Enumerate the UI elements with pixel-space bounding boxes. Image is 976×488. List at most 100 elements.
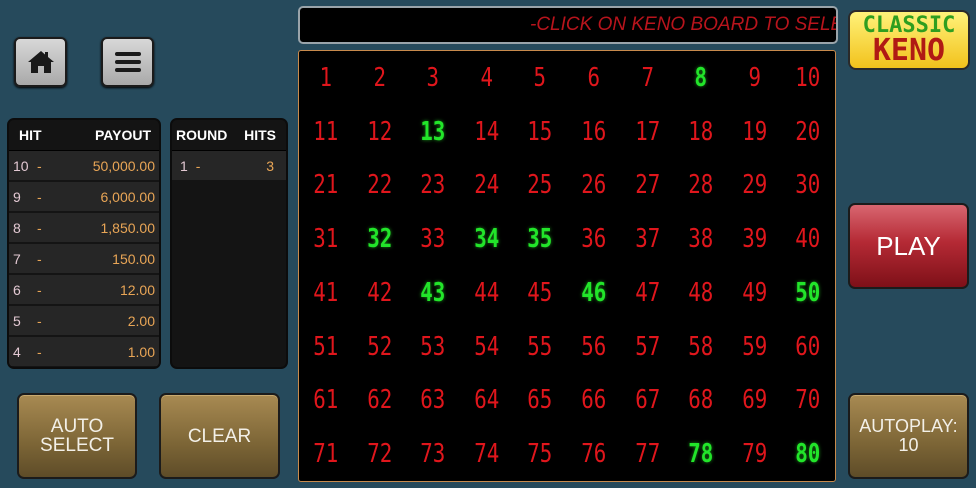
keno-number-24[interactable]: 24 <box>474 170 500 201</box>
keno-number-60[interactable]: 60 <box>795 331 821 362</box>
keno-number-65[interactable]: 65 <box>527 385 553 416</box>
keno-number-55[interactable]: 55 <box>527 331 553 362</box>
keno-number-59[interactable]: 59 <box>742 331 768 362</box>
keno-number-71[interactable]: 71 <box>313 439 339 470</box>
keno-number-51[interactable]: 51 <box>313 331 339 362</box>
keno-number-16[interactable]: 16 <box>581 116 607 147</box>
keno-number-80[interactable]: 80 <box>795 439 821 470</box>
keno-number-62[interactable]: 62 <box>366 385 392 416</box>
keno-number-52[interactable]: 52 <box>366 331 392 362</box>
keno-number-75[interactable]: 75 <box>527 439 553 470</box>
keno-number-30[interactable]: 30 <box>795 170 821 201</box>
keno-number-1[interactable]: 1 <box>319 62 333 93</box>
keno-number-6[interactable]: 6 <box>587 62 601 93</box>
keno-number-69[interactable]: 69 <box>742 385 768 416</box>
keno-number-44[interactable]: 44 <box>474 277 500 308</box>
keno-number-76[interactable]: 76 <box>581 439 607 470</box>
keno-number-31[interactable]: 31 <box>313 224 339 255</box>
keno-number-21[interactable]: 21 <box>313 170 339 201</box>
payout-value: 50,000.00 <box>92 157 155 174</box>
keno-number-20[interactable]: 20 <box>795 116 821 147</box>
keno-number-9[interactable]: 9 <box>748 62 761 93</box>
keno-number-27[interactable]: 27 <box>634 170 660 201</box>
keno-number-2[interactable]: 2 <box>373 62 386 93</box>
keno-number-42[interactable]: 42 <box>366 277 392 308</box>
play-label: PLAY <box>876 230 941 261</box>
keno-number-66[interactable]: 66 <box>581 385 607 416</box>
keno-number-58[interactable]: 58 <box>688 331 714 362</box>
keno-number-73[interactable]: 73 <box>420 439 446 470</box>
keno-number-56[interactable]: 56 <box>581 331 607 362</box>
keno-number-5[interactable]: 5 <box>533 62 547 93</box>
keno-number-48[interactable]: 48 <box>688 277 714 308</box>
keno-number-7[interactable]: 7 <box>641 62 654 93</box>
keno-number-38[interactable]: 38 <box>688 224 714 255</box>
keno-number-10[interactable]: 10 <box>795 62 821 93</box>
separator: - <box>37 250 42 267</box>
keno-number-47[interactable]: 47 <box>634 277 660 308</box>
keno-number-77[interactable]: 77 <box>634 439 660 470</box>
keno-number-18[interactable]: 18 <box>688 116 714 147</box>
keno-number-67[interactable]: 67 <box>634 385 660 416</box>
keno-number-50[interactable]: 50 <box>795 277 821 308</box>
keno-number-13[interactable]: 13 <box>420 116 446 147</box>
home-button[interactable] <box>14 37 67 87</box>
clear-button[interactable]: CLEAR <box>159 393 280 479</box>
separator: - <box>195 157 201 174</box>
keno-number-39[interactable]: 39 <box>742 224 768 255</box>
keno-number-70[interactable]: 70 <box>795 385 821 416</box>
keno-number-11[interactable]: 11 <box>313 116 339 147</box>
keno-number-34[interactable]: 34 <box>474 224 500 255</box>
keno-number-36[interactable]: 36 <box>581 224 607 255</box>
keno-number-17[interactable]: 17 <box>634 116 660 147</box>
keno-number-28[interactable]: 28 <box>688 170 714 201</box>
keno-number-54[interactable]: 54 <box>474 331 500 362</box>
play-button[interactable]: PLAY <box>848 203 969 289</box>
keno-number-22[interactable]: 22 <box>366 170 392 201</box>
keno-number-4[interactable]: 4 <box>480 62 493 93</box>
logo-line1: CLASSIC <box>862 13 956 38</box>
keno-number-68[interactable]: 68 <box>688 385 714 416</box>
keno-number-23[interactable]: 23 <box>420 170 446 201</box>
keno-number-26[interactable]: 26 <box>581 170 607 201</box>
hit-value: 8 <box>13 219 21 236</box>
menu-button[interactable] <box>101 37 154 87</box>
hits-header: HITS <box>244 127 276 143</box>
keno-number-79[interactable]: 79 <box>742 439 768 470</box>
keno-number-72[interactable]: 72 <box>366 439 392 470</box>
keno-number-3[interactable]: 3 <box>426 62 440 93</box>
keno-number-33[interactable]: 33 <box>420 224 446 255</box>
auto-select-button[interactable]: AUTO SELECT <box>17 393 137 479</box>
keno-number-57[interactable]: 57 <box>634 331 660 362</box>
keno-number-8[interactable]: 8 <box>694 62 708 93</box>
keno-number-53[interactable]: 53 <box>420 331 446 362</box>
keno-number-78[interactable]: 78 <box>688 439 714 470</box>
keno-number-63[interactable]: 63 <box>420 385 446 416</box>
keno-number-19[interactable]: 19 <box>742 116 768 147</box>
keno-number-64[interactable]: 64 <box>474 385 500 416</box>
keno-number-45[interactable]: 45 <box>527 277 553 308</box>
keno-number-12[interactable]: 12 <box>366 116 392 147</box>
classic-keno-logo: CLASSIC KENO <box>848 10 970 70</box>
keno-number-37[interactable]: 37 <box>634 224 660 255</box>
keno-number-32[interactable]: 32 <box>366 224 392 255</box>
keno-number-46[interactable]: 46 <box>581 277 607 308</box>
keno-number-74[interactable]: 74 <box>474 439 500 470</box>
clear-label: CLEAR <box>187 425 252 447</box>
payout-row: 5- 2.00 <box>9 306 159 335</box>
keno-number-61[interactable]: 61 <box>313 385 339 416</box>
payout-row: 6- 12.00 <box>9 275 159 304</box>
keno-number-35[interactable]: 35 <box>527 224 553 255</box>
keno-number-29[interactable]: 29 <box>742 170 768 201</box>
keno-number-15[interactable]: 15 <box>527 116 553 147</box>
autoplay-button[interactable]: AUTOPLAY: 10 <box>848 393 969 479</box>
keno-number-49[interactable]: 49 <box>742 277 768 308</box>
keno-number-41[interactable]: 41 <box>313 277 339 308</box>
keno-number-43[interactable]: 43 <box>420 277 446 308</box>
keno-number-25[interactable]: 25 <box>527 170 553 201</box>
autoplay-label: AUTOPLAY: 10 <box>859 416 958 455</box>
keno-number-14[interactable]: 14 <box>474 116 500 147</box>
hit-value: 7 <box>13 250 21 267</box>
keno-number-40[interactable]: 40 <box>795 224 821 255</box>
separator: - <box>37 281 42 298</box>
